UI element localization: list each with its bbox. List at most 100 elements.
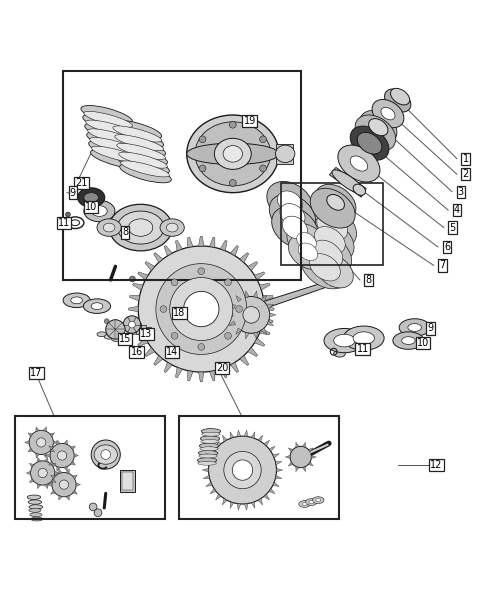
Polygon shape xyxy=(202,468,208,472)
Ellipse shape xyxy=(296,232,316,250)
Circle shape xyxy=(197,343,204,350)
Polygon shape xyxy=(264,306,273,312)
Polygon shape xyxy=(73,475,77,479)
Text: 2: 2 xyxy=(462,169,468,179)
Text: 12: 12 xyxy=(429,460,442,470)
Polygon shape xyxy=(268,446,274,452)
Ellipse shape xyxy=(84,193,98,203)
Circle shape xyxy=(224,332,231,339)
Ellipse shape xyxy=(94,445,117,464)
Ellipse shape xyxy=(298,243,317,261)
Ellipse shape xyxy=(343,326,383,350)
Polygon shape xyxy=(287,448,292,452)
Polygon shape xyxy=(262,296,272,301)
Text: 14: 14 xyxy=(166,347,178,357)
Circle shape xyxy=(259,165,266,172)
Polygon shape xyxy=(230,362,238,372)
Text: 19: 19 xyxy=(243,116,256,126)
Polygon shape xyxy=(64,440,67,445)
Polygon shape xyxy=(26,471,30,475)
Text: 5: 5 xyxy=(449,223,454,233)
Polygon shape xyxy=(45,484,48,489)
Polygon shape xyxy=(235,328,241,334)
Ellipse shape xyxy=(337,145,379,182)
Polygon shape xyxy=(164,362,172,372)
Circle shape xyxy=(223,451,260,489)
Ellipse shape xyxy=(88,129,136,145)
Ellipse shape xyxy=(333,335,354,347)
Polygon shape xyxy=(285,455,289,459)
Polygon shape xyxy=(268,488,274,494)
Ellipse shape xyxy=(357,133,381,154)
Polygon shape xyxy=(55,471,59,475)
Polygon shape xyxy=(244,430,247,436)
Polygon shape xyxy=(36,453,39,458)
Ellipse shape xyxy=(316,213,347,240)
Polygon shape xyxy=(228,321,235,326)
Ellipse shape xyxy=(359,111,396,144)
Polygon shape xyxy=(43,453,46,458)
Ellipse shape xyxy=(288,234,327,270)
Polygon shape xyxy=(73,490,77,494)
Polygon shape xyxy=(257,435,262,442)
Polygon shape xyxy=(254,338,264,346)
Bar xyxy=(141,325,146,336)
Circle shape xyxy=(123,316,140,333)
Polygon shape xyxy=(187,237,193,247)
Polygon shape xyxy=(28,433,32,437)
Polygon shape xyxy=(51,478,56,482)
Polygon shape xyxy=(74,454,78,458)
Circle shape xyxy=(94,509,102,517)
Circle shape xyxy=(199,136,206,143)
Polygon shape xyxy=(251,502,255,508)
Ellipse shape xyxy=(77,188,105,207)
Ellipse shape xyxy=(109,204,172,251)
Polygon shape xyxy=(253,332,257,339)
Polygon shape xyxy=(37,457,41,462)
Polygon shape xyxy=(66,495,69,500)
Polygon shape xyxy=(311,455,316,459)
Bar xyxy=(136,323,141,335)
Ellipse shape xyxy=(199,447,218,451)
Circle shape xyxy=(101,449,110,459)
Circle shape xyxy=(52,472,76,497)
Ellipse shape xyxy=(315,184,355,220)
Bar xyxy=(146,326,151,338)
Ellipse shape xyxy=(91,206,107,216)
Polygon shape xyxy=(226,313,232,317)
Polygon shape xyxy=(251,432,255,438)
Polygon shape xyxy=(215,494,221,500)
Polygon shape xyxy=(308,448,313,452)
Ellipse shape xyxy=(160,219,184,236)
Text: 9: 9 xyxy=(70,188,76,198)
Ellipse shape xyxy=(97,219,121,236)
Text: 18: 18 xyxy=(173,308,185,318)
Bar xyxy=(63,71,300,280)
Polygon shape xyxy=(254,272,264,280)
Polygon shape xyxy=(145,262,154,271)
Ellipse shape xyxy=(197,458,216,463)
Circle shape xyxy=(208,436,276,504)
Polygon shape xyxy=(308,462,313,466)
Circle shape xyxy=(106,320,125,339)
Ellipse shape xyxy=(352,184,365,196)
Polygon shape xyxy=(128,306,138,312)
Ellipse shape xyxy=(315,499,320,502)
Polygon shape xyxy=(175,368,182,378)
Ellipse shape xyxy=(200,436,219,441)
Polygon shape xyxy=(260,328,266,334)
Text: 4: 4 xyxy=(453,205,459,215)
Circle shape xyxy=(169,277,232,340)
Text: 7: 7 xyxy=(439,260,444,270)
Ellipse shape xyxy=(380,107,394,120)
Ellipse shape xyxy=(198,454,217,458)
Ellipse shape xyxy=(179,304,187,309)
Ellipse shape xyxy=(223,145,242,162)
Polygon shape xyxy=(295,466,299,472)
Ellipse shape xyxy=(166,223,178,232)
Polygon shape xyxy=(209,237,214,247)
Ellipse shape xyxy=(298,501,310,507)
Circle shape xyxy=(199,165,206,172)
Text: 13: 13 xyxy=(140,329,152,339)
Polygon shape xyxy=(329,167,365,197)
